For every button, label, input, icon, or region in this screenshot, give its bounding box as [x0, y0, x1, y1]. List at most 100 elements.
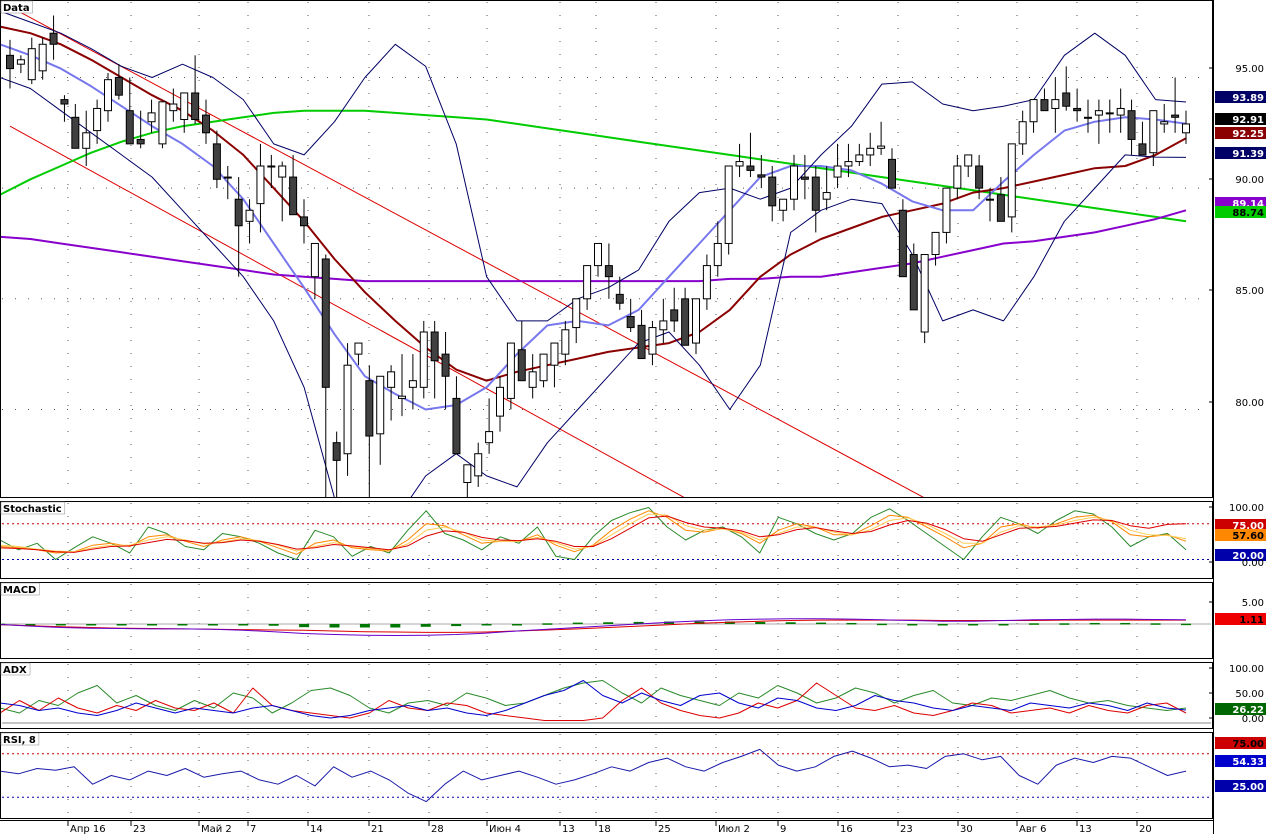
panel-title-box [0, 501, 66, 515]
axis-tick-label: 0.00 [1242, 714, 1264, 725]
candle [779, 198, 788, 222]
candle [626, 298, 635, 332]
series-line-2 [1, 25, 1187, 382]
candle-body [365, 380, 374, 437]
candle-body [517, 349, 526, 382]
candle [256, 143, 265, 233]
x-tick-label: 13 [1079, 824, 1092, 834]
x-tick-label: 23 [133, 824, 146, 834]
value-label: 75.00 [1232, 739, 1264, 750]
series-line-5 [1, 77, 1187, 497]
candle-body [1018, 121, 1027, 145]
candle-body [594, 242, 602, 267]
series-line-1 [1, 618, 1187, 636]
indicator-panel [1, 680, 1211, 724]
value-label: 92.91 [1232, 115, 1264, 126]
candle [659, 298, 668, 344]
candle-body [463, 464, 472, 484]
candle-body [735, 161, 744, 167]
panel-frame [0, 732, 1213, 819]
series-line-0 [1, 507, 1187, 560]
histogram-bar [55, 624, 66, 626]
candle-body [125, 110, 134, 145]
candle-body [855, 154, 864, 163]
candle [1171, 77, 1180, 133]
candle-body [692, 298, 700, 344]
candle-body [648, 327, 657, 355]
candle [757, 154, 766, 189]
candle-body [800, 176, 809, 180]
candle [594, 242, 602, 277]
series-line-3 [1, 515, 1187, 553]
candle-body [169, 103, 178, 112]
candle-body [234, 198, 243, 227]
candle [1062, 66, 1071, 111]
candle [452, 376, 461, 455]
candle-body [583, 265, 592, 300]
candle-body [757, 174, 766, 178]
panel-title-box [0, 662, 31, 676]
candle [212, 130, 221, 189]
axis-tick-label: 80.00 [1235, 398, 1264, 409]
candle-body [408, 380, 417, 388]
candle-body [724, 165, 733, 244]
panel-frame [0, 662, 1213, 729]
candle-body [49, 32, 58, 45]
histogram-bar [511, 624, 522, 626]
x-tick-label: 14 [310, 824, 323, 834]
x-tick-label: Июл 2 [718, 824, 750, 834]
value-label-bg [1215, 703, 1266, 715]
candle [735, 143, 744, 178]
candle-body [1094, 110, 1103, 116]
axis-tick-label: 5.00 [1242, 598, 1264, 609]
value-label: 93.89 [1232, 93, 1264, 104]
candle [517, 320, 526, 382]
candle [648, 320, 657, 366]
x-tick-label: 9 [780, 824, 786, 834]
candle [49, 15, 58, 60]
panel-title-box [0, 582, 40, 596]
candle [310, 242, 319, 299]
axis-tick-label: 100.00 [1229, 664, 1264, 675]
candle-body [779, 198, 788, 211]
candle [583, 265, 592, 310]
x-tick-label: 16 [840, 824, 853, 834]
value-label-bg [1215, 113, 1266, 125]
candle [1116, 88, 1125, 133]
x-tick-label: Июн 4 [489, 824, 521, 834]
panel-frame [0, 582, 1213, 659]
candle [376, 375, 385, 465]
candle [996, 177, 1005, 222]
candle [398, 354, 406, 417]
candle-body [398, 395, 406, 399]
candle [82, 110, 91, 166]
x-tick-label: Авг 6 [1019, 824, 1047, 834]
histogram-bar [1089, 622, 1100, 625]
candle-body [898, 209, 907, 278]
candle-body [332, 442, 341, 461]
candle-body [300, 216, 308, 227]
candle-body [604, 265, 613, 278]
candle [953, 154, 962, 200]
histogram-bar [481, 624, 492, 626]
candle [986, 188, 994, 222]
candle [71, 104, 80, 149]
x-tick-label: 28 [431, 824, 444, 834]
candle [724, 165, 733, 255]
value-label-bg [1215, 147, 1266, 159]
value-label: 25.00 [1232, 782, 1264, 793]
candle-body [474, 453, 483, 477]
candle [1029, 99, 1038, 133]
axis-tick-label: 50.00 [1235, 689, 1264, 700]
histogram-bar [846, 622, 857, 625]
value-label-bg [1215, 549, 1266, 561]
histogram-bar [907, 624, 918, 626]
candle [202, 99, 210, 144]
candle-body [16, 59, 25, 65]
histogram-bar [603, 622, 614, 624]
candle-body [1171, 114, 1180, 118]
candle-body [953, 165, 962, 189]
candle [1094, 99, 1103, 144]
candle [16, 55, 25, 74]
